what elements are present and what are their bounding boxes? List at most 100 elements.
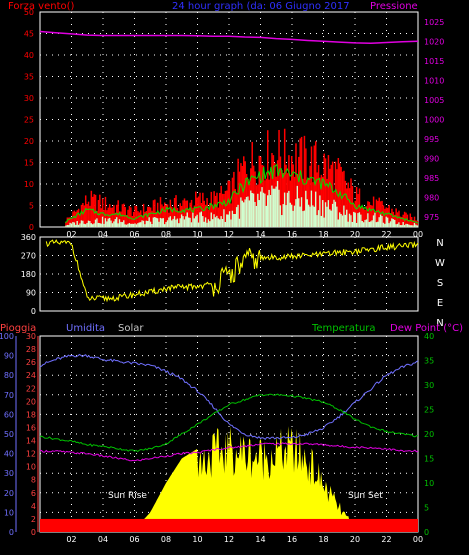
wind-min-bar: [210, 212, 213, 227]
wind-min-bar: [228, 211, 231, 227]
wind-gust-bar: [148, 206, 150, 227]
x-tick-label: 02: [66, 535, 76, 544]
wind-gust-bar: [361, 207, 364, 227]
wind-gust-bar: [386, 208, 389, 227]
wind-gust-bar: [165, 204, 167, 227]
temp-tick-label: 10: [424, 479, 434, 488]
wind-min-bar: [252, 193, 255, 227]
wind-min-bar: [406, 223, 409, 227]
wind-gust-bar: [171, 206, 173, 227]
compass-label: S: [437, 278, 443, 289]
solar-area: [40, 426, 418, 532]
wind-gust-bar: [89, 205, 91, 227]
x-tick-label: 10: [192, 230, 202, 239]
wind-gust-bar: [233, 171, 235, 227]
wind-gust-bar: [302, 178, 304, 227]
wind-min-bar: [76, 220, 78, 227]
wind-min-bar: [385, 216, 388, 227]
wind-min-bar: [166, 220, 169, 227]
wind-min-bar: [100, 223, 102, 227]
wind-min-bar: [326, 206, 328, 227]
wind-min-bar: [180, 214, 183, 227]
wind-min-bar: [353, 211, 355, 227]
humidity-tick-label: 90: [4, 352, 14, 361]
wind-gust-bar: [310, 146, 313, 227]
rain-tick-label: 20: [26, 397, 36, 406]
wind-min-bar: [176, 218, 179, 227]
wind-min-bar: [200, 211, 203, 227]
wind-gust-bar: [237, 158, 239, 227]
humidity-tick-label: 10: [4, 508, 14, 517]
wind-gust-bar: [281, 170, 283, 227]
wind-gust-bar: [329, 168, 331, 227]
wind-gust-bar: [70, 217, 73, 227]
wind-gust-bar: [135, 206, 138, 227]
wind-gust-bar: [99, 194, 101, 227]
wind-min-bar: [123, 220, 125, 227]
x-tick-label: 00: [413, 230, 423, 239]
wind-min-bar: [209, 221, 211, 227]
wind-min-bar: [358, 212, 361, 227]
wind-min-bar: [179, 218, 182, 227]
wind-gust-bar: [100, 208, 102, 227]
wind-gust-bar: [336, 169, 338, 227]
wind-min-bar: [93, 223, 95, 227]
y-tick-label: 90: [26, 289, 36, 298]
y-tick-label: 180: [21, 270, 36, 279]
wind-gust-bar: [83, 205, 86, 227]
wind-min-bar: [316, 215, 318, 227]
wind-min-bar: [302, 211, 304, 227]
wind-min-bar: [338, 212, 341, 227]
wind-min-bar: [305, 190, 307, 227]
wind-gust-bar: [293, 176, 296, 227]
humidity-title: Umidita: [66, 323, 105, 334]
wind-min-bar: [354, 212, 356, 227]
wind-min-bar: [169, 216, 172, 227]
wind-min-bar: [396, 223, 399, 227]
wind-gust-bar: [327, 155, 330, 227]
rain-tick-label: 22: [26, 384, 36, 393]
wind-min-bar: [306, 199, 309, 227]
wind-gust-bar: [337, 158, 340, 227]
wind-gust-bar: [412, 220, 414, 227]
temp-tick-label: 20: [424, 430, 434, 439]
humidity-tick-label: 0: [9, 528, 14, 537]
wind-min-bar: [254, 201, 256, 227]
rain-title: Pioggia: [0, 323, 36, 334]
rain-tick-label: 16: [26, 423, 36, 432]
wind-min-bar: [154, 217, 156, 227]
wind-gust-bar: [66, 217, 69, 227]
wind-gust-bar: [351, 186, 354, 227]
wind-gust-bar: [396, 212, 399, 227]
x-tick-label: 06: [129, 230, 139, 239]
wind-min-bar: [283, 192, 286, 227]
wind-min-bar: [248, 200, 251, 227]
wind-min-bar: [196, 214, 198, 227]
y-tick-label: 5: [29, 202, 34, 211]
wind-gust-bar: [204, 204, 207, 227]
wind-gust-bar: [185, 200, 187, 227]
wind-gust-bar: [346, 188, 348, 227]
wind-gust-bar: [343, 170, 345, 227]
wind-min-bar: [324, 202, 327, 227]
wind-min-bar: [374, 212, 376, 227]
wind-min-bar: [409, 225, 412, 227]
wind-min-bar: [255, 205, 258, 227]
temp-tick-label: 30: [424, 381, 434, 390]
wind-gust-bar: [103, 210, 105, 227]
wind-min-bar: [147, 220, 149, 227]
wind-gust-bar: [214, 195, 217, 227]
y2-tick-label: 985: [424, 174, 439, 183]
wind-min-bar: [182, 216, 184, 227]
humidity-temperature-panel: 0102030405060708090100024681012141618202…: [0, 332, 434, 544]
rain-tick-label: 12: [26, 450, 36, 459]
wind-min-bar: [202, 216, 204, 227]
wind-min-bar: [113, 221, 115, 227]
wind-min-bar: [69, 222, 71, 227]
wind-min-bar: [231, 210, 234, 227]
wind-min-bar: [171, 220, 173, 227]
wind-min-bar: [195, 216, 197, 227]
x-tick-label: 18: [318, 535, 328, 544]
wind-min-bar: [386, 217, 389, 227]
